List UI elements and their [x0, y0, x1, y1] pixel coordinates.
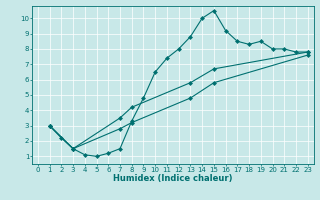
X-axis label: Humidex (Indice chaleur): Humidex (Indice chaleur) — [113, 174, 233, 183]
